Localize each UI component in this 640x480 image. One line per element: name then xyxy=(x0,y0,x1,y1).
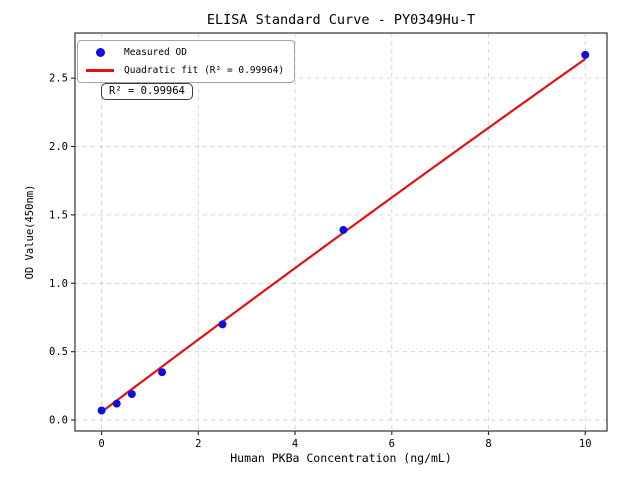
r-squared-annotation: R² = 0.99964 xyxy=(101,83,193,100)
data-point xyxy=(112,399,121,408)
legend-label-measured-od: Measured OD xyxy=(124,47,187,58)
chart-title: ELISA Standard Curve - PY0349Hu-T xyxy=(206,12,476,28)
measured-od-dot-icon xyxy=(95,48,105,57)
y-tick-label: 0.5 xyxy=(49,346,68,358)
y-tick-label: 1.0 xyxy=(49,278,68,290)
y-tick-label: 1.5 xyxy=(49,209,68,221)
x-axis-label: Human PKBa Concentration (ng/mL) xyxy=(230,451,452,465)
data-point xyxy=(581,50,590,59)
x-tick-label: 6 xyxy=(389,438,395,450)
x-tick-label: 4 xyxy=(292,438,298,450)
plot-border xyxy=(74,32,608,432)
legend-label-quadratic-fit: Quadratic fit (R² = 0.99964) xyxy=(124,65,285,76)
data-point xyxy=(158,368,167,377)
y-tick-label: 0.0 xyxy=(49,415,68,427)
legend-marker-cell xyxy=(86,69,114,72)
x-tick-label: 8 xyxy=(485,438,491,450)
legend-item-measured-od: Measured OD xyxy=(86,45,284,60)
fit-line xyxy=(100,58,586,413)
x-tick-label: 0 xyxy=(98,438,104,450)
legend-item-quadratic-fit: Quadratic fit (R² = 0.99964) xyxy=(86,63,284,78)
data-point xyxy=(127,390,136,399)
y-axis-label: OD Value(450nm) xyxy=(24,184,36,280)
data-point xyxy=(218,320,227,329)
y-tick-label: 2.0 xyxy=(49,141,68,153)
y-tick-label: 2.5 xyxy=(49,73,68,85)
x-tick-label: 2 xyxy=(195,438,201,450)
legend-box: Measured OD Quadratic fit (R² = 0.99964) xyxy=(77,40,296,83)
quadratic-fit-line-icon xyxy=(86,69,114,72)
legend-marker-cell xyxy=(86,48,114,57)
data-point xyxy=(97,406,106,415)
data-point xyxy=(339,225,348,234)
x-tick-label: 10 xyxy=(579,438,592,450)
